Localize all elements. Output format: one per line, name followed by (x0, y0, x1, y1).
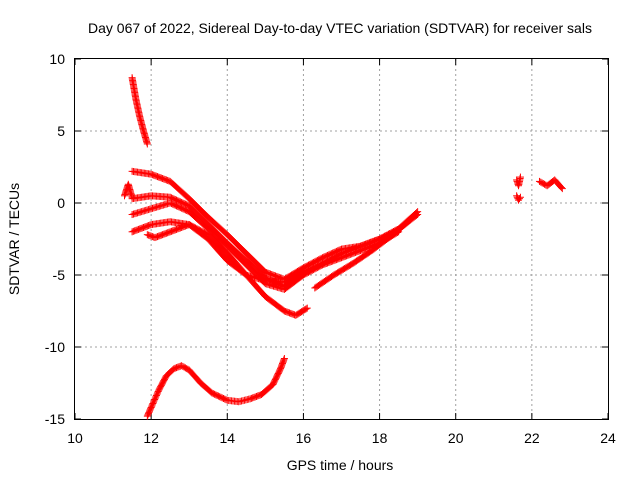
data-point (515, 195, 523, 203)
y-tick-label: 10 (49, 51, 65, 67)
x-tick-label: 12 (143, 430, 159, 446)
x-tick-label: 20 (448, 430, 464, 446)
chart-title: Day 067 of 2022, Sidereal Day-to-day VTE… (88, 20, 592, 36)
y-axis-label: SDTVAR / TECUs (6, 183, 22, 295)
data-point (303, 304, 311, 312)
x-tick-label: 18 (372, 430, 388, 446)
data-point (280, 355, 288, 363)
data-point (513, 192, 521, 200)
x-tick-label: 22 (524, 430, 540, 446)
data-point (516, 173, 524, 181)
grid (75, 59, 608, 419)
plot-frame (74, 58, 609, 420)
data-point (405, 217, 413, 225)
data-point (558, 185, 566, 193)
data-point (406, 216, 414, 224)
x-tick-label: 14 (219, 430, 235, 446)
x-axis-label: GPS time / hours (287, 457, 394, 473)
data-marks (120, 74, 566, 420)
y-tick-label: 5 (57, 123, 65, 139)
data-point (414, 211, 422, 219)
x-tick-label: 24 (600, 430, 616, 446)
data-point (299, 271, 307, 279)
y-tick-label: -10 (45, 339, 65, 355)
data-point (143, 140, 151, 148)
x-tick-label: 16 (296, 430, 312, 446)
y-tick-label: 0 (57, 195, 65, 211)
y-tick-label: -5 (53, 267, 66, 283)
data-point (557, 184, 565, 192)
data-point (516, 193, 524, 201)
y-tick-label: -15 (45, 411, 65, 427)
axis-ticks: 10 12 14 16 18 20 22 24 -15 -10 -5 0 5 10 (45, 51, 616, 446)
x-tick-label: 10 (67, 430, 83, 446)
data-point (413, 211, 421, 219)
data-point (302, 305, 310, 313)
